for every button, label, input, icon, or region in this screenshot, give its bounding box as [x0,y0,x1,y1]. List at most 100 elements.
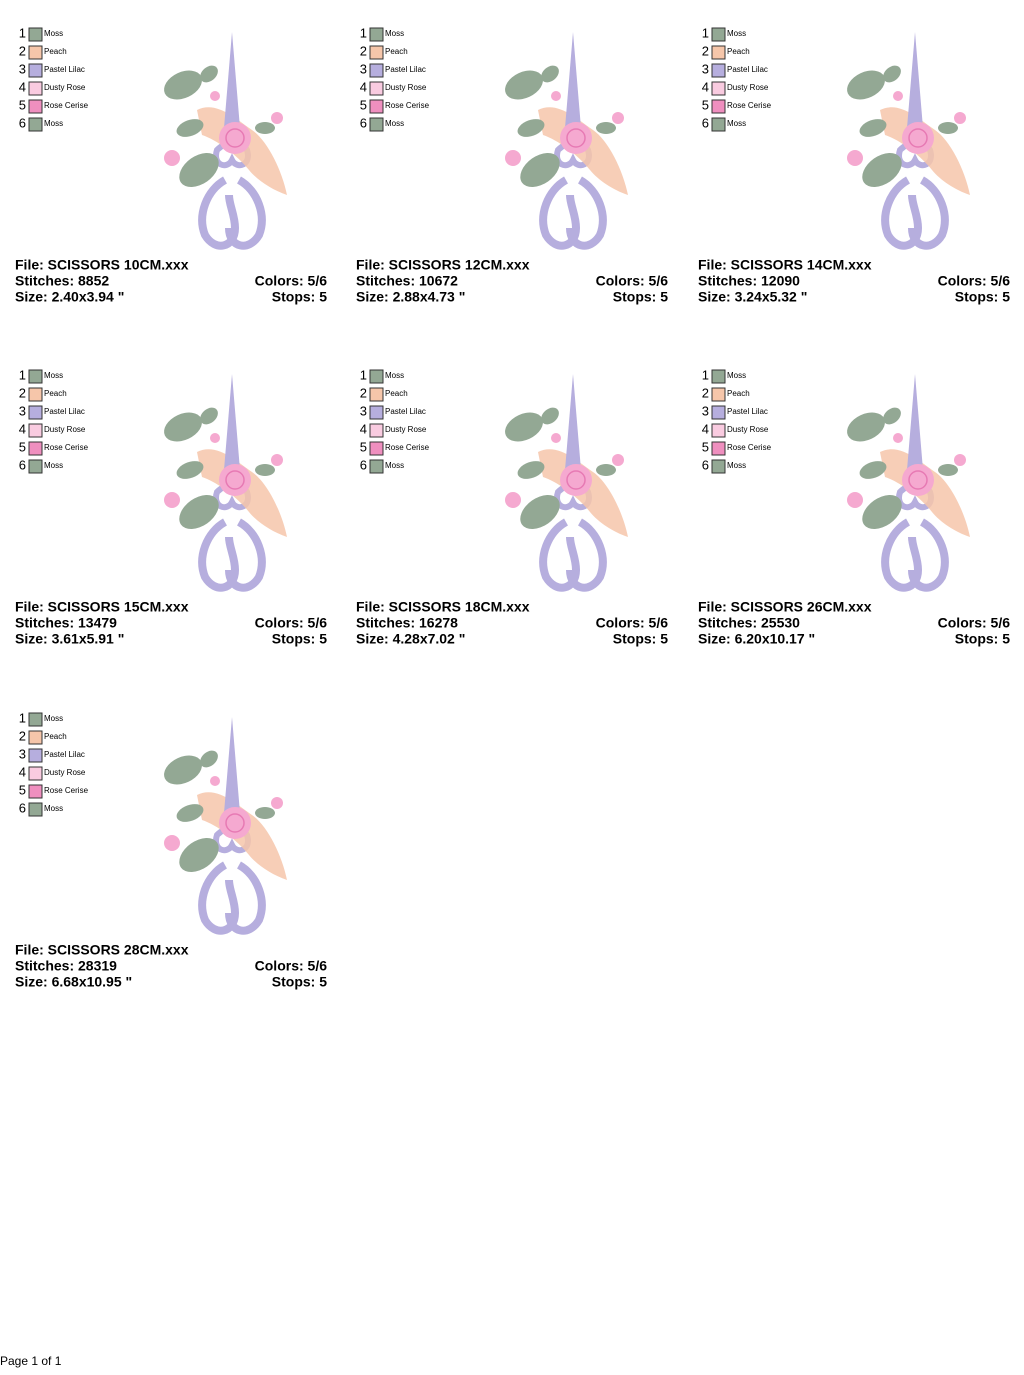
size: Size: 6.20x10.17 " [698,631,815,647]
design-card: 1 Moss 2 Peach 3 Pastel Lilac 4 Dusty Rose 5 Rose… [356,367,668,646]
design-preview [159,717,287,931]
design-preview [159,374,287,588]
color-swatch [711,99,726,114]
color-number: 6 [360,115,367,130]
color-name: Peach [385,47,408,56]
color-number: 2 [702,43,709,58]
color-swatch [28,63,43,78]
color-number: 1 [702,367,709,382]
file-name: File: SCISSORS 28CM.xxx [15,942,189,958]
color-swatch [28,748,43,763]
color-name: Peach [44,47,67,56]
color-swatch [28,387,43,402]
color-name: Rose Cerise [44,101,89,110]
color-name: Rose Cerise [385,101,430,110]
color-number: 3 [702,403,709,418]
color-number: 5 [19,97,26,112]
design-preview [159,32,287,246]
color-swatch [369,369,384,384]
colors-count: Colors: 5/6 [596,273,669,289]
color-swatch [28,423,43,438]
color-number: 1 [19,25,26,40]
color-number: 6 [19,115,26,130]
color-number: 3 [19,403,26,418]
color-number: 4 [360,79,367,94]
color-swatch [711,441,726,456]
colors-count: Colors: 5/6 [938,615,1011,631]
color-swatch [28,459,43,474]
color-name: Moss [727,29,746,38]
color-swatch [28,45,43,60]
design-preview [842,32,970,246]
color-name: Pastel Lilac [385,407,426,416]
color-name: Dusty Rose [385,425,427,434]
color-swatch [369,423,384,438]
file-name: File: SCISSORS 10CM.xxx [15,257,189,273]
color-swatch [28,117,43,132]
color-name: Moss [385,371,404,380]
color-number: 2 [19,728,26,743]
color-swatch [28,712,43,727]
color-number: 4 [19,79,26,94]
design-card: 1 Moss 2 Peach 3 Pastel Lilac 4 Dusty Rose 5 Rose… [15,25,327,304]
color-number: 3 [702,61,709,76]
size: Size: 2.88x4.73 " [356,289,465,305]
stitches: Stitches: 28319 [15,958,117,974]
stops: Stops: 5 [613,289,668,305]
stitches: Stitches: 8852 [15,273,109,289]
color-name: Dusty Rose [44,83,86,92]
color-name: Dusty Rose [727,83,769,92]
color-swatch [369,45,384,60]
color-swatch [369,99,384,114]
color-swatch [711,27,726,42]
color-name: Moss [44,29,63,38]
stitches: Stitches: 10672 [356,273,458,289]
color-name: Pastel Lilac [727,65,768,74]
color-name: Moss [44,119,63,128]
colors-count: Colors: 5/6 [938,273,1011,289]
color-name: Pastel Lilac [385,65,426,74]
color-number: 6 [702,457,709,472]
color-number: 2 [360,43,367,58]
color-name: Moss [385,119,404,128]
color-name: Peach [727,389,750,398]
color-swatch [369,27,384,42]
stops: Stops: 5 [272,289,327,305]
color-swatch [711,117,726,132]
color-number: 2 [19,385,26,400]
color-swatch [711,45,726,60]
stitches: Stitches: 25530 [698,615,800,631]
color-name: Pastel Lilac [44,750,85,759]
stops: Stops: 5 [955,289,1010,305]
color-number: 3 [360,61,367,76]
color-name: Rose Cerise [385,443,430,452]
color-swatch [711,369,726,384]
color-number: 5 [360,439,367,454]
color-name: Peach [727,47,750,56]
color-number: 5 [360,97,367,112]
color-name: Rose Cerise [44,443,89,452]
color-number: 5 [702,439,709,454]
size: Size: 3.61x5.91 " [15,631,124,647]
color-swatch [369,459,384,474]
stitches: Stitches: 16278 [356,615,458,631]
color-swatch [28,405,43,420]
color-swatch [369,405,384,420]
color-name: Rose Cerise [44,786,89,795]
color-name: Dusty Rose [727,425,769,434]
stitches: Stitches: 13479 [15,615,117,631]
color-name: Peach [44,732,67,741]
color-number: 1 [19,367,26,382]
color-swatch [28,784,43,799]
design-card: 1 Moss 2 Peach 3 Pastel Lilac 4 Dusty Rose 5 Rose… [15,710,327,989]
color-number: 3 [360,403,367,418]
color-swatch [369,81,384,96]
color-name: Dusty Rose [385,83,427,92]
color-number: 6 [19,800,26,815]
color-number: 6 [702,115,709,130]
stitches: Stitches: 12090 [698,273,800,289]
color-number: 2 [702,385,709,400]
file-name: File: SCISSORS 12CM.xxx [356,257,530,273]
